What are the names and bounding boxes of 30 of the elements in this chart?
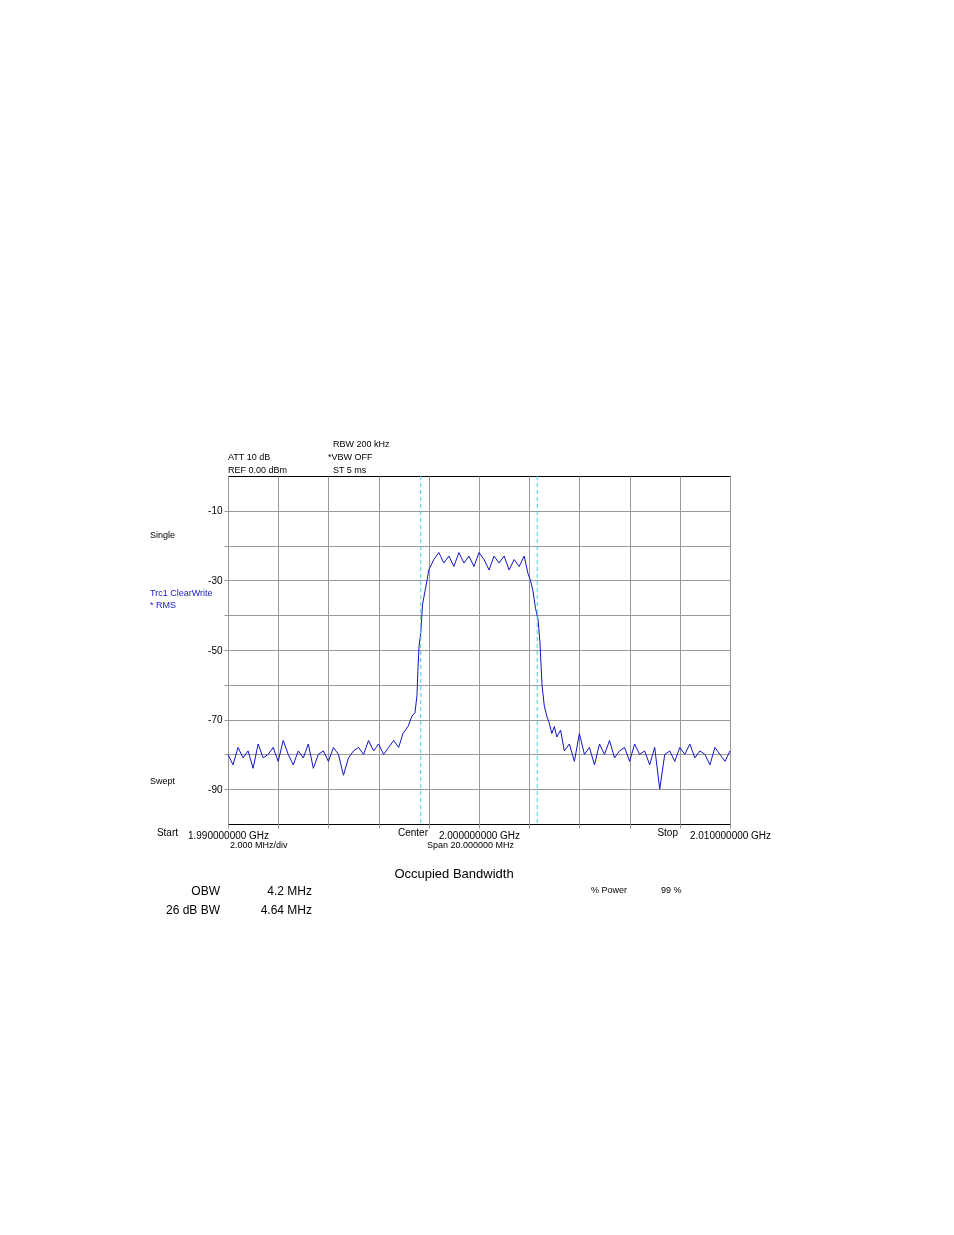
text: 4.2 MHz	[267, 884, 312, 898]
text: Start	[156, 827, 179, 838]
text: Stop	[657, 827, 679, 838]
line-series	[227, 552, 731, 790]
x-tick-label: 1.990000000 GHz	[187, 829, 270, 841]
x-tick-label: 2.010000000 GHz	[689, 829, 772, 841]
text: 26 dB BW	[165, 903, 221, 917]
text: Single	[150, 530, 176, 540]
x-tick-label: 2.000000000 GHz	[438, 829, 521, 841]
text: 99 %	[661, 885, 682, 895]
y-tick-label: -90	[208, 783, 223, 795]
text: * RMS	[150, 600, 177, 610]
y-tick-label: -10	[208, 505, 223, 517]
text: Occupied Bandwidth	[394, 866, 514, 881]
text: ATT 10 dB	[228, 452, 271, 462]
text: Swept	[150, 776, 176, 786]
text: ST 5 ms	[333, 465, 367, 475]
text: RBW 200 kHz	[333, 439, 391, 449]
text: Span 20.000000 MHz	[427, 840, 515, 850]
y-tick-label: -30	[208, 574, 223, 586]
text: 2.000 MHz/div	[230, 840, 289, 850]
y-tick-label: -50	[208, 644, 223, 656]
text: OBW	[191, 884, 221, 898]
text: Center	[397, 827, 429, 838]
text: *VBW OFF	[328, 452, 373, 462]
y-tick-label: -70	[208, 714, 223, 726]
text: % Power	[591, 885, 628, 895]
text: REF 0.00 dBm	[228, 465, 288, 475]
text: Trc1 ClearWrite	[150, 588, 213, 598]
text: 4.64 MHz	[260, 903, 312, 917]
